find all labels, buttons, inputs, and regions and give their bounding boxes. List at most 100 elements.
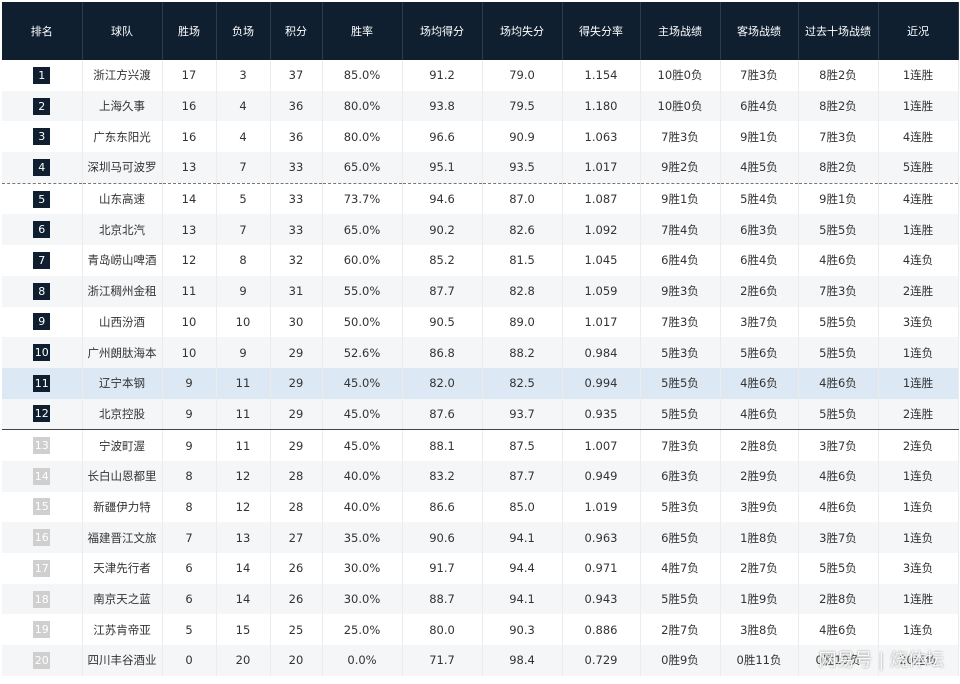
table-row: 2 上海久事 16 4 36 80.0% 93.8 79.5 1.180 10胜0负 6胜4负 8胜2…	[2, 90, 959, 122]
table-cell: 1.019	[562, 491, 641, 523]
table-cell: 5胜5负	[798, 398, 879, 431]
rank-badge: 18	[33, 590, 51, 608]
table-cell: 65.0%	[322, 152, 403, 184]
table-cell: 91.7	[402, 553, 483, 584]
table-cell: 2胜7负	[720, 553, 799, 584]
table-cell: 0	[162, 645, 217, 676]
table-cell: 2胜9负	[720, 460, 799, 492]
table-cell: 4连胜	[878, 183, 959, 215]
rank-cell: 19	[2, 614, 83, 646]
table-cell: 85.0%	[322, 60, 403, 91]
rank-cell: 6	[2, 214, 83, 246]
table-cell: 33	[270, 214, 323, 246]
table-cell: 1.059	[562, 275, 641, 307]
table-cell: 9胜3负	[640, 275, 721, 307]
table-cell: 28	[270, 460, 323, 492]
column-header: 主场战绩	[640, 2, 721, 60]
rank-cell: 12	[2, 398, 83, 431]
table-row: 16 福建晋江文旅 7 13 27 35.0% 90.6 94.1 0.963 6胜5负 1胜8负 3…	[2, 522, 959, 553]
table-cell: 85.2	[402, 245, 483, 276]
table-cell: 1.180	[562, 90, 641, 122]
table-cell: 1连胜	[878, 90, 959, 122]
table-cell: 26	[270, 583, 323, 615]
table-cell: 9	[162, 367, 217, 399]
table-cell: 11	[216, 367, 271, 399]
table-cell: 2胜8负	[798, 583, 879, 615]
table-cell: 45.0%	[322, 398, 403, 431]
table-cell: 5胜5负	[798, 214, 879, 246]
table-cell: 1.007	[562, 429, 641, 461]
table-cell: 16	[162, 121, 217, 153]
table-cell: 90.6	[402, 522, 483, 553]
table-cell: 4胜6负	[798, 460, 879, 492]
table-row: 4 深圳马可波罗 13 7 33 65.0% 95.1 93.5 1.017 9胜2负 4胜5负 8胜…	[2, 152, 959, 184]
table-cell: 1.092	[562, 214, 641, 246]
table-cell: 3胜7负	[798, 429, 879, 461]
table-cell: 90.2	[402, 214, 483, 246]
table-cell: 浙江稠州金租	[82, 275, 163, 307]
table-row: 12 北京控股 9 11 29 45.0% 87.6 93.7 0.935 5胜5负 4胜6负 5胜5…	[2, 398, 959, 431]
table-cell: 5胜6负	[720, 337, 799, 368]
table-cell: 30.0%	[322, 553, 403, 584]
table-cell: 0.943	[562, 583, 641, 615]
table-cell: 88.1	[402, 429, 483, 461]
table-cell: 0.729	[562, 645, 641, 676]
table-cell: 87.7	[482, 460, 563, 492]
column-header: 场均失分	[482, 2, 563, 60]
table-cell: 55.0%	[322, 275, 403, 307]
table-cell: 12	[162, 245, 217, 276]
table-cell: 28	[270, 491, 323, 523]
table-cell: 7胜3负	[798, 121, 879, 153]
table-cell: 1连负	[878, 337, 959, 368]
table-cell: 79.0	[482, 60, 563, 91]
table-cell: 7	[216, 152, 271, 184]
table-cell: 5胜5负	[798, 553, 879, 584]
table-cell: 15	[216, 614, 271, 646]
table-cell: 7胜3负	[798, 275, 879, 307]
table-cell: 10	[216, 306, 271, 338]
column-header: 球队	[82, 2, 163, 60]
table-cell: 36	[270, 90, 323, 122]
table-cell: 青岛崂山啤酒	[82, 245, 163, 276]
table-cell: 1连胜	[878, 60, 959, 91]
rank-cell: 3	[2, 121, 83, 153]
column-header: 场均得分	[402, 2, 483, 60]
table-cell: 3胜8负	[720, 614, 799, 646]
table-cell: 30	[270, 306, 323, 338]
table-cell: 9	[216, 275, 271, 307]
table-cell: 6	[162, 583, 217, 615]
table-cell: 81.5	[482, 245, 563, 276]
table-cell: 94.1	[482, 522, 563, 553]
table-cell: 4连胜	[878, 121, 959, 153]
table-cell: 6	[162, 553, 217, 584]
table-row: 9 山西汾酒 10 10 30 50.0% 90.5 89.0 1.017 7胜3负 3胜7负 5胜5…	[2, 306, 959, 338]
header-row: 排名 球队 胜场 负场 积分 胜率 场均得分 场均失分 得失分率 主场战绩 客场战绩 过去十场战绩 近况	[2, 2, 959, 60]
table-cell: 天津先行者	[82, 553, 163, 584]
table-cell: 2胜7负	[640, 614, 721, 646]
table-cell: 9	[162, 398, 217, 431]
table-cell: 20连负	[878, 645, 959, 676]
table-cell: 10胜0负	[640, 60, 721, 91]
table-cell: 87.6	[402, 398, 483, 431]
rank-cell: 1	[2, 60, 83, 91]
table-row: 11 辽宁本钢 9 11 29 45.0% 82.0 82.5 0.994 5胜5负 4胜6负 4胜6…	[2, 367, 959, 399]
table-cell: 27	[270, 522, 323, 553]
table-cell: 4胜6负	[798, 367, 879, 399]
table-cell: 3胜7负	[798, 522, 879, 553]
rank-cell: 20	[2, 645, 83, 676]
rank-badge: 9	[33, 313, 51, 331]
table-cell: 50.0%	[322, 306, 403, 338]
table-cell: 7胜3负	[640, 306, 721, 338]
table-cell: 5连胜	[878, 152, 959, 184]
table-cell: 3连负	[878, 553, 959, 584]
table-cell: 13	[216, 522, 271, 553]
rank-cell: 16	[2, 522, 83, 553]
table-cell: 0胜10负	[798, 645, 879, 676]
table-cell: 29	[270, 337, 323, 368]
table-cell: 5	[162, 614, 217, 646]
table-cell: 2连胜	[878, 398, 959, 431]
column-header: 排名	[2, 2, 83, 60]
table-cell: 宁波町渥	[82, 429, 163, 461]
